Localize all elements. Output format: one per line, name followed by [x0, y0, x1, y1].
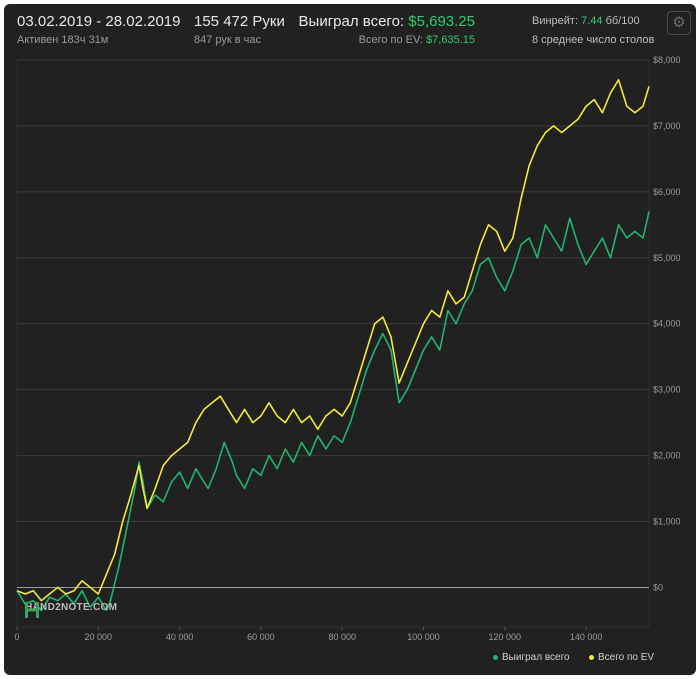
- ev-total-label: Всего по EV:: [358, 34, 423, 46]
- legend-dot-won: [493, 654, 498, 660]
- y-tick-label: $8,000: [653, 55, 681, 65]
- won-total: Выиграл всего: $5,693.25: [299, 13, 475, 30]
- series-line-won: [16, 211, 650, 612]
- grid-lines: [16, 59, 650, 630]
- won-total-value: $5,693.25: [408, 13, 475, 30]
- hand2note-logo-icon: [25, 602, 39, 618]
- hand-graph-panel: 03.02.2019 - 28.02.2019 Активен 183ч 31м…: [4, 4, 696, 675]
- plot-frame: [16, 59, 650, 628]
- x-tick-label: 0: [14, 632, 19, 642]
- active-time: Активен 183ч 31м: [17, 34, 109, 46]
- hand2note-logo-text: HAND2NOTE.COM: [25, 602, 118, 613]
- y-tick-label: $4,000: [653, 319, 681, 329]
- y-tick-label: $5,000: [653, 253, 681, 263]
- x-axis-ticks: 0 20 000 40 000 60 000 80 000 100 000 120 000 1…: [14, 632, 602, 642]
- legend-label-ev: Всего по EV: [598, 652, 655, 663]
- y-tick-label: $2,000: [653, 451, 681, 461]
- y-tick-label: $6,000: [653, 187, 681, 197]
- x-tick-label: 120 000: [489, 632, 522, 642]
- winrate-unit: бб/100: [605, 15, 640, 27]
- ev-total-value: $7,635.15: [426, 34, 475, 46]
- x-tick-label: 40 000: [166, 632, 194, 642]
- series-line-ev: [16, 79, 650, 602]
- hands-count: 155 472 Руки: [194, 13, 285, 30]
- x-tick-label: 60 000: [247, 632, 275, 642]
- x-tick-label: 100 000: [407, 632, 440, 642]
- legend-dot-ev: [589, 654, 594, 660]
- series-lines: [16, 79, 650, 612]
- avg-tables: 8 среднее число столов: [532, 34, 655, 46]
- y-tick-label: $7,000: [653, 121, 681, 131]
- hands-per-hour: 847 рук в час: [194, 34, 262, 46]
- legend-item-ev[interactable]: Всего по EV: [589, 652, 654, 663]
- y-tick-label: $3,000: [653, 385, 681, 395]
- winrate-label: Винрейт:: [532, 15, 579, 27]
- won-total-label: Выиграл всего:: [298, 13, 405, 30]
- x-tick-label: 20 000: [85, 632, 113, 642]
- winrate-value: 7.44: [581, 15, 603, 27]
- y-tick-label: $0: [653, 582, 663, 592]
- ev-total: Всего по EV: $7,635.15: [359, 34, 475, 46]
- gear-icon[interactable]: ⚙: [667, 11, 691, 35]
- y-axis-ticks: $8,000 $7,000 $6,000 $5,000 $4,000 $3,000 $2,0…: [653, 55, 681, 592]
- winrate: Винрейт: 7.44 бб/100: [532, 15, 640, 27]
- legend-label-won: Выиграл всего: [502, 652, 570, 663]
- date-range: 03.02.2019 - 28.02.2019: [17, 13, 181, 30]
- x-tick-label: 140 000: [570, 632, 603, 642]
- profit-chart: $8,000 $7,000 $6,000 $5,000 $4,000 $3,000 $2,0…: [14, 55, 681, 642]
- hand2note-logo: HAND2NOTE.COM: [25, 602, 118, 618]
- y-tick-label: $1,000: [653, 517, 681, 527]
- legend-item-won[interactable]: Выиграл всего: [493, 652, 570, 663]
- x-tick-label: 80 000: [328, 632, 356, 642]
